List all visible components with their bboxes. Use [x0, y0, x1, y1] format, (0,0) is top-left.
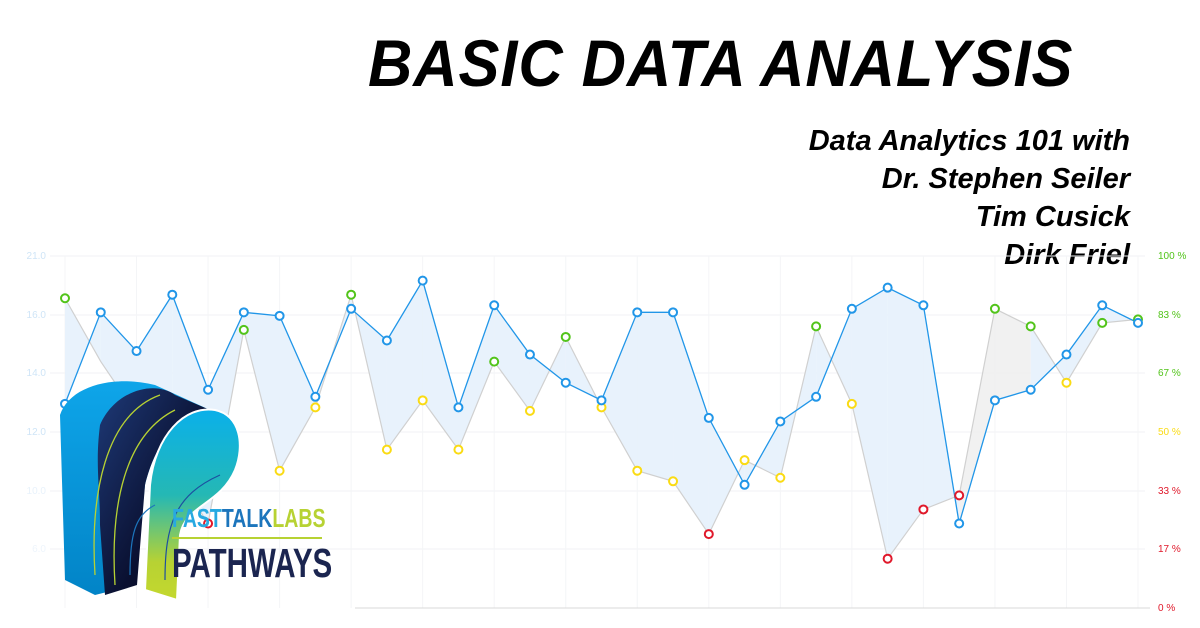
primary-point-marker — [632, 307, 643, 318]
secondary-point-marker — [703, 529, 714, 540]
primary-point-marker — [775, 416, 786, 427]
brand-divider — [172, 537, 322, 539]
left-axis-tick: 10.0 — [26, 486, 46, 497]
primary-point-marker — [524, 349, 535, 360]
line-chart — [50, 255, 1150, 609]
right-axis-tick: 100 % — [1158, 251, 1187, 262]
secondary-point-marker — [346, 289, 357, 300]
primary-point-marker — [811, 391, 822, 402]
right-axis-tick: 33 % — [1158, 486, 1181, 497]
primary-point-marker — [1097, 300, 1108, 311]
brand-word-talk: TALK — [221, 503, 273, 533]
primary-point-marker — [95, 307, 106, 318]
brand-word-fast: FAST — [172, 503, 222, 533]
primary-point-marker — [346, 303, 357, 314]
pathways-p-logo-icon — [60, 381, 241, 602]
secondary-point-marker — [489, 356, 500, 367]
primary-point-marker — [310, 391, 321, 402]
left-axis-tick: 14.0 — [26, 368, 46, 379]
secondary-point-marker — [453, 444, 464, 455]
primary-point-marker — [203, 384, 214, 395]
secondary-point-marker — [668, 476, 679, 487]
primary-point-marker — [274, 310, 285, 321]
secondary-point-marker — [739, 455, 750, 466]
primary-point-marker — [989, 395, 1000, 406]
primary-point-marker — [167, 289, 178, 300]
chart-markers — [60, 275, 1143, 564]
secondary-point-marker — [381, 444, 392, 455]
secondary-point-marker — [203, 518, 214, 529]
primary-point-marker — [596, 395, 607, 406]
left-axis-tick: 12.0 — [26, 427, 46, 438]
primary-point-marker — [1061, 349, 1072, 360]
left-axis-tick: 16.0 — [26, 310, 46, 321]
secondary-point-marker — [1061, 377, 1072, 388]
secondary-point-marker — [846, 398, 857, 409]
secondary-point-marker — [775, 472, 786, 483]
right-axis-tick: 83 % — [1158, 310, 1181, 321]
primary-point-marker — [668, 307, 679, 318]
primary-point-marker — [954, 518, 965, 529]
primary-point-marker — [703, 412, 714, 423]
brand-word-labs: LABS — [272, 503, 326, 533]
subtitle-presenter-1: Dr. Stephen Seiler — [881, 163, 1130, 195]
primary-point-marker — [489, 300, 500, 311]
page-title: BASIC DATA ANALYSIS — [368, 26, 1074, 100]
subtitle-presenter-2: Tim Cusick — [975, 201, 1130, 233]
secondary-point-marker — [882, 553, 893, 564]
secondary-point-marker — [60, 293, 70, 304]
right-axis-tick: 50 % — [1158, 427, 1181, 438]
primary-point-marker — [417, 275, 428, 286]
primary-point-marker — [1025, 384, 1036, 395]
primary-point-marker — [918, 300, 929, 311]
secondary-point-marker — [238, 324, 249, 335]
secondary-point-marker — [989, 303, 1000, 314]
primary-point-marker — [846, 303, 857, 314]
secondary-point-marker — [417, 395, 428, 406]
primary-point-marker — [1133, 317, 1143, 328]
primary-point-marker — [882, 282, 893, 293]
secondary-point-marker — [954, 490, 965, 501]
secondary-point-marker — [524, 405, 535, 416]
subtitle-presenter-3: Dirk Friel — [1004, 239, 1130, 271]
secondary-point-marker — [1097, 317, 1108, 328]
primary-point-marker — [560, 377, 571, 388]
secondary-point-marker — [274, 465, 285, 476]
secondary-point-marker — [310, 402, 321, 413]
secondary-point-marker — [811, 321, 822, 332]
right-axis-tick: 17 % — [1158, 544, 1181, 555]
primary-point-marker — [238, 307, 249, 318]
brand-fast-talk-labs: FASTTALKLABS — [172, 505, 325, 531]
subtitle-course: Data Analytics 101 with — [808, 125, 1130, 157]
secondary-point-marker — [918, 504, 929, 515]
primary-point-marker — [381, 335, 392, 346]
primary-point-marker — [739, 479, 750, 490]
brand-pathways: PATHWAYS — [172, 540, 333, 586]
primary-point-marker — [453, 402, 464, 413]
primary-point-marker — [131, 346, 142, 357]
secondary-point-marker — [1025, 321, 1036, 332]
secondary-point-marker — [560, 331, 571, 342]
secondary-point-marker — [632, 465, 643, 476]
left-axis-tick: 6.0 — [32, 544, 46, 555]
right-axis-tick: 0 % — [1158, 603, 1176, 614]
left-axis-tick: 21.0 — [26, 251, 46, 262]
right-axis-tick: 67 % — [1158, 368, 1181, 379]
